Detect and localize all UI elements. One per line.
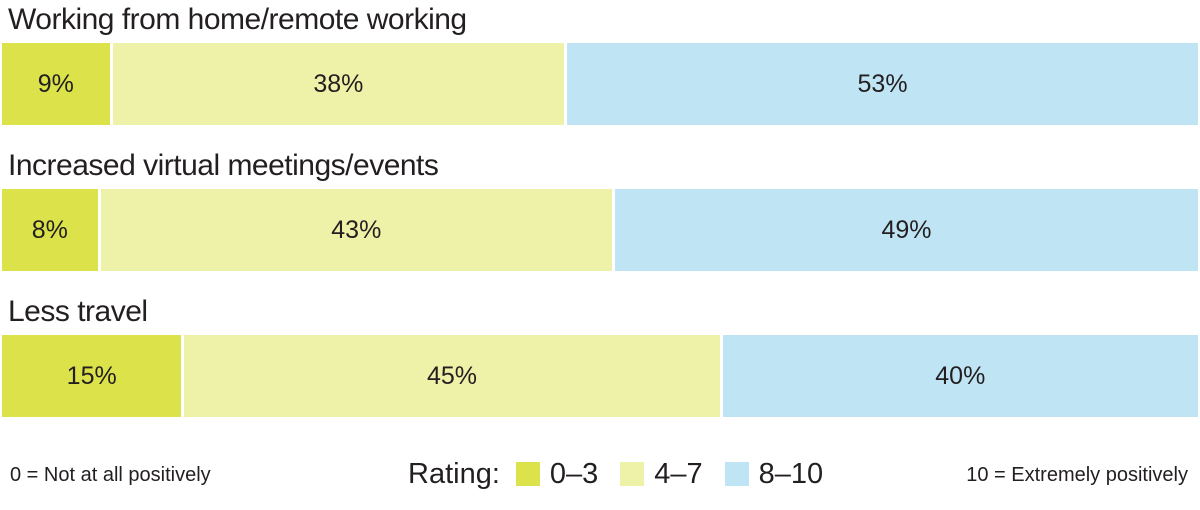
data-label: 38%	[313, 69, 364, 98]
data-label: 43%	[331, 215, 382, 244]
bar-group: Increased virtual meetings/events 8% 43% 49…	[0, 146, 1200, 274]
bar-segment: 8%	[2, 189, 98, 271]
scale-max-note: 10 = Extremely positively	[966, 464, 1188, 486]
legend-swatch-4-7	[620, 462, 645, 486]
bar-segment: 15%	[2, 335, 182, 417]
legend-swatch-0-3	[515, 462, 540, 486]
data-label: 49%	[881, 215, 932, 244]
bar-segment: 45%	[181, 335, 720, 417]
legend: Rating: 0–3 4–7 8–10	[408, 454, 845, 494]
data-label: 9%	[37, 69, 74, 98]
bar-segment: 43%	[97, 189, 612, 271]
bar-group: Working from home/remote working 9% 38% 53%	[0, 0, 1200, 128]
legend-item-4-7: 4–7	[620, 457, 703, 491]
bar-segment: 38%	[109, 43, 565, 125]
legend-item-0-3: 0–3	[515, 457, 599, 491]
category-label: Less travel	[8, 295, 148, 328]
legend-item-8-10: 8–10	[724, 457, 824, 491]
chart-footer: 0 = Not at all positively Rating: 0–3 4–…	[0, 448, 1200, 498]
scale-min-note: 0 = Not at all positively	[10, 464, 211, 486]
data-label: 8%	[31, 215, 68, 244]
stacked-bar: 8% 43% 49%	[2, 189, 1198, 271]
category-label: Increased virtual meetings/events	[8, 149, 439, 182]
bar-segment: 40%	[719, 335, 1198, 417]
bar-segment: 49%	[611, 189, 1198, 271]
legend-label-8-10: 8–10	[758, 457, 824, 490]
data-label: 15%	[66, 361, 117, 390]
data-label: 53%	[857, 69, 908, 98]
legend-title: Rating:	[408, 457, 500, 490]
category-label: Working from home/remote working	[8, 3, 467, 36]
data-label: 45%	[426, 361, 477, 390]
data-label: 40%	[935, 361, 986, 390]
stacked-bar: 15% 45% 40%	[2, 335, 1198, 417]
legend-label-0-3: 0–3	[549, 457, 599, 490]
legend-label-4-7: 4–7	[654, 457, 703, 490]
bar-segment: 9%	[2, 43, 110, 125]
bar-segment: 53%	[564, 43, 1198, 125]
legend-swatch-8-10	[724, 462, 749, 486]
bar-group: Less travel 15% 45% 40%	[0, 292, 1200, 420]
stacked-bar: 9% 38% 53%	[2, 43, 1198, 125]
